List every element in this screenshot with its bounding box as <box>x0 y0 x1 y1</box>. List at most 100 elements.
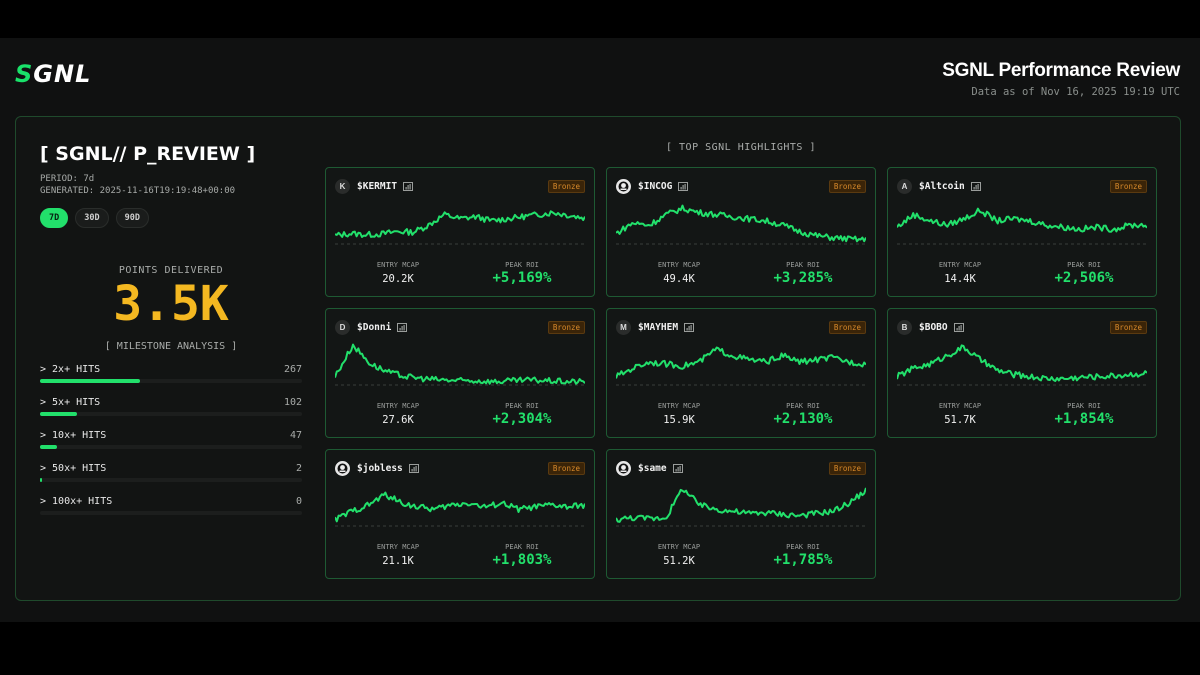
price-line <box>335 491 585 523</box>
bar-chart-icon[interactable] <box>672 463 683 473</box>
roi-stat: PEAK ROI +5,169% <box>462 261 582 286</box>
token-ticker[interactable]: $Donni <box>357 321 392 333</box>
token-ticker[interactable]: $MAYHEM <box>638 321 679 333</box>
milestone-bar-fill <box>40 445 58 449</box>
tier-badge: Bronze <box>828 320 866 334</box>
sgnl-logo: SGNL <box>15 60 91 88</box>
bar-chart-icon[interactable] <box>953 322 964 332</box>
price-line <box>897 207 1147 233</box>
highlight-card[interactable]: B $BOBO Bronze ENTRY MCAP 51.7K PEAK ROI +1,85… <box>887 308 1157 438</box>
entry-value: 27.6K <box>382 414 414 426</box>
token-ticker[interactable]: $KERMIT <box>357 180 398 192</box>
token-avatar: D <box>335 319 350 335</box>
tier-badge: Bronze <box>547 179 585 193</box>
milestone-label: > 100x+ HITS <box>40 496 113 507</box>
points-label: POINTS DELIVERED <box>118 265 224 276</box>
entry-label: ENTRY MCAP <box>657 261 701 269</box>
roi-label: PEAK ROI <box>786 402 820 410</box>
entry-stat: ENTRY MCAP 27.6K <box>338 402 458 426</box>
bar-chart-icon[interactable] <box>684 322 695 332</box>
range-7d-button[interactable]: 7D <box>40 208 69 228</box>
token-ticker[interactable]: $INCOG <box>638 180 673 192</box>
entry-label: ENTRY MCAP <box>376 543 420 551</box>
price-line <box>616 204 866 243</box>
milestone-count: 2 <box>295 463 302 474</box>
card-header: $same Bronze <box>616 460 866 476</box>
milestone-label: > 2x+ HITS <box>40 364 101 375</box>
range-90d-button[interactable]: 90D <box>115 208 149 228</box>
roi-label: PEAK ROI <box>505 543 539 551</box>
entry-label: ENTRY MCAP <box>376 261 420 269</box>
roi-stat: PEAK ROI +3,285% <box>743 261 863 286</box>
price-line <box>897 344 1147 382</box>
token-ticker[interactable]: $same <box>638 462 667 474</box>
milestone-title: [ MILESTONE ANALYSIS ] <box>104 341 238 352</box>
milestone-bar-track <box>40 445 302 449</box>
highlight-card[interactable]: $jobless Bronze ENTRY MCAP 21.1K PEAK ROI +1,… <box>325 449 595 579</box>
token-logo-icon <box>618 463 629 473</box>
token-avatar: B <box>897 319 912 335</box>
token-avatar <box>616 178 631 194</box>
price-sparkline <box>335 343 585 386</box>
bar-chart-icon[interactable] <box>970 181 981 191</box>
review-meta: PERIOD: 7d GENERATED: 2025-11-16T19:19:4… <box>40 173 302 197</box>
range-30d-button[interactable]: 30D <box>75 208 109 228</box>
roi-stat: PEAK ROI +2,304% <box>462 402 582 427</box>
highlight-card[interactable]: A $Altcoin Bronze ENTRY MCAP 14.4K PEAK ROI +2… <box>887 167 1157 297</box>
entry-label: ENTRY MCAP <box>938 261 982 269</box>
price-line <box>335 210 585 238</box>
price-sparkline <box>897 207 1147 245</box>
avatar-letter: A <box>901 181 908 191</box>
entry-label: ENTRY MCAP <box>938 402 982 410</box>
report-frame: SGNL SGNL Performance Review Data as of … <box>0 38 1200 622</box>
highlight-card[interactable]: $same Bronze ENTRY MCAP 51.2K PEAK ROI +1,785… <box>606 449 876 579</box>
token-avatar: K <box>335 178 350 194</box>
token-ticker[interactable]: $BOBO <box>919 321 948 333</box>
highlight-card[interactable]: $INCOG Bronze ENTRY MCAP 49.4K PEAK ROI +3,28… <box>606 167 876 297</box>
milestone-bar-fill <box>40 412 77 416</box>
token-avatar: M <box>616 319 631 335</box>
price-sparkline <box>616 487 866 527</box>
price-line <box>616 487 866 523</box>
card-header: A $Altcoin Bronze <box>897 178 1147 194</box>
bar-chart-icon[interactable] <box>403 181 414 191</box>
points-value: 3.5K <box>113 276 229 332</box>
token-ticker[interactable]: $jobless <box>357 462 403 474</box>
roi-value: +5,169% <box>492 270 552 286</box>
entry-value: 20.2K <box>382 273 414 285</box>
entry-label: ENTRY MCAP <box>657 402 701 410</box>
token-logo-icon <box>618 181 629 191</box>
entry-stat: ENTRY MCAP 15.9K <box>619 402 739 426</box>
tier-badge: Bronze <box>1109 179 1147 193</box>
roi-stat: PEAK ROI +1,803% <box>462 543 582 568</box>
highlight-card[interactable]: M $MAYHEM Bronze ENTRY MCAP 15.9K PEAK ROI +2,… <box>606 308 876 438</box>
main-panel: [ SGNL// P_REVIEW ] PERIOD: 7d GENERATED… <box>15 116 1181 601</box>
report-timestamp: Data as of Nov 16, 2025 19:19 UTC <box>971 86 1180 98</box>
highlight-card[interactable]: D $Donni Bronze ENTRY MCAP 27.6K PEAK ROI +2,3… <box>325 308 595 438</box>
card-header: $INCOG Bronze <box>616 178 866 194</box>
token-ticker[interactable]: $Altcoin <box>919 180 965 192</box>
milestone-label: > 10x+ HITS <box>40 430 107 441</box>
card-header: K $KERMIT Bronze <box>335 178 585 194</box>
milestone-bar-track <box>40 478 302 482</box>
bar-chart-icon[interactable] <box>678 181 689 191</box>
bar-chart-icon[interactable] <box>397 322 408 332</box>
entry-value: 15.9K <box>663 414 695 426</box>
avatar-letter: B <box>901 322 908 332</box>
roi-label: PEAK ROI <box>786 261 820 269</box>
roi-stat: PEAK ROI +1,785% <box>743 543 863 568</box>
milestone-row: > 10x+ HITS 47 <box>40 430 302 463</box>
bar-chart-icon[interactable] <box>408 463 419 473</box>
milestone-bar-fill <box>40 379 140 383</box>
roi-value: +1,803% <box>492 552 552 568</box>
price-sparkline <box>616 346 866 386</box>
roi-value: +1,854% <box>1054 411 1114 427</box>
price-sparkline <box>897 344 1147 386</box>
period-text: PERIOD: 7d <box>40 174 95 184</box>
range-selector: 7D 30D 90D <box>40 208 302 228</box>
milestone-row: > 50x+ HITS 2 <box>40 463 302 496</box>
roi-value: +3,285% <box>773 270 833 286</box>
entry-stat: ENTRY MCAP 51.7K <box>900 402 1020 426</box>
tier-badge: Bronze <box>1109 320 1147 334</box>
highlight-card[interactable]: K $KERMIT Bronze ENTRY MCAP 20.2K PEAK ROI +5,… <box>325 167 595 297</box>
